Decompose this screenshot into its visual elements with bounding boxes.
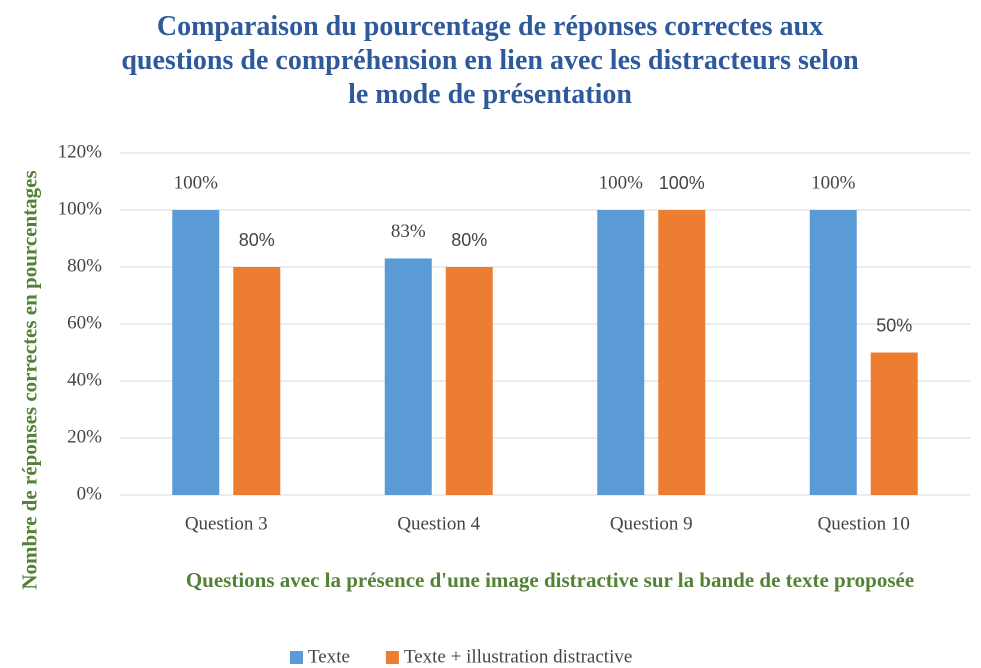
bar xyxy=(658,210,706,495)
data-label: 80% xyxy=(451,230,487,250)
bar xyxy=(445,267,493,495)
bar xyxy=(172,210,220,495)
legend-swatch xyxy=(385,651,399,664)
y-tick-label: 100% xyxy=(58,198,103,219)
bar xyxy=(384,258,432,495)
y-tick-label: 120% xyxy=(58,141,103,162)
x-tick-label: Question 3 xyxy=(185,513,268,534)
data-label: 80% xyxy=(239,230,275,250)
y-tick-label: 60% xyxy=(67,312,102,333)
bar xyxy=(597,210,645,495)
data-label: 50% xyxy=(876,315,912,335)
y-axis-label: Nombre de réponses correctes en pourcent… xyxy=(17,170,42,590)
bar xyxy=(870,352,918,495)
x-tick-label: Question 4 xyxy=(397,513,480,534)
data-label: 100% xyxy=(811,172,856,193)
data-label: 100% xyxy=(599,172,644,193)
bar xyxy=(809,210,857,495)
y-tick-label: 40% xyxy=(67,369,102,390)
data-label: 83% xyxy=(391,221,426,242)
data-label: 100% xyxy=(174,172,219,193)
chart-title: Comparaison du pourcentage de réponses c… xyxy=(121,11,859,110)
y-tick-label: 0% xyxy=(77,483,103,504)
y-tick-label: 80% xyxy=(67,255,102,276)
data-label: 100% xyxy=(659,173,705,193)
x-tick-label: Question 9 xyxy=(610,513,693,534)
x-axis-label: Questions avec la présence d'une image d… xyxy=(185,568,915,592)
legend-label: Texte xyxy=(308,646,350,667)
legend-label: Texte + illustration distractive xyxy=(404,646,632,667)
x-tick-label: Question 10 xyxy=(818,513,910,534)
bar xyxy=(233,267,281,495)
y-tick-label: 20% xyxy=(67,426,102,447)
legend-swatch xyxy=(290,651,303,664)
